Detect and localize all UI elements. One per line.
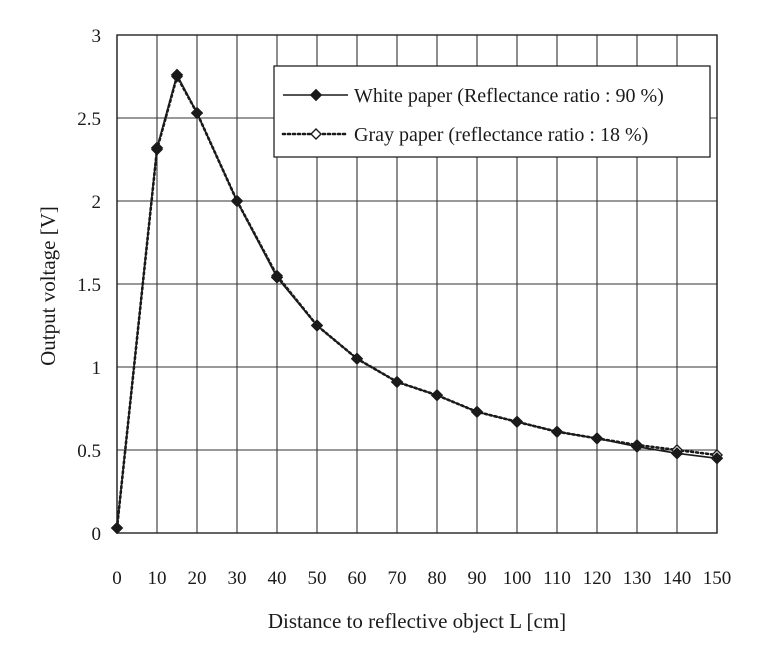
data-point	[110, 521, 124, 535]
data-point	[270, 271, 284, 284]
data-point	[310, 319, 324, 332]
y-tick-label: 2.5	[77, 109, 101, 130]
data-point	[430, 389, 444, 402]
data-point	[710, 452, 724, 465]
legend: White paper (Reflectance ratio : 90 %) Gr…	[273, 65, 711, 158]
series-white-paper	[110, 68, 724, 535]
data-point	[590, 432, 604, 445]
x-tick-label: 60	[348, 568, 367, 589]
x-tick-label: 50	[308, 568, 327, 589]
plot-series	[110, 68, 724, 535]
x-tick-label: 150	[703, 568, 732, 589]
x-axis-title: Distance to reflective object L [cm]	[268, 609, 566, 633]
y-tick-label: 1	[92, 358, 102, 379]
data-point	[390, 375, 404, 389]
y-tick-label: 0	[92, 524, 102, 545]
legend-label: White paper (Reflectance ratio : 90 %)	[354, 85, 664, 107]
x-tick-label: 80	[428, 568, 447, 589]
x-tick-label: 70	[388, 568, 407, 589]
y-tick-label: 0.5	[77, 441, 101, 462]
x-tick-label: 140	[663, 568, 692, 589]
data-point	[630, 440, 644, 453]
data-point	[170, 68, 184, 82]
x-tick-label: 130	[623, 568, 652, 589]
data-point	[550, 425, 564, 438]
legend-marker	[310, 128, 322, 140]
x-tick-label: 20	[188, 568, 207, 589]
legend-box	[273, 65, 711, 158]
x-tick-label: 90	[468, 568, 487, 589]
x-tick-label: 10	[148, 568, 167, 589]
data-point	[510, 415, 524, 428]
legend-marker	[309, 88, 323, 102]
x-tick-label: 40	[268, 568, 287, 589]
data-point	[350, 352, 364, 365]
data-point	[670, 447, 684, 460]
x-tick-label: 110	[543, 568, 571, 589]
legend-label: Gray paper (reflectance ratio : 18 %)	[354, 124, 648, 146]
y-tick-label: 3	[92, 26, 102, 47]
plot-border	[116, 34, 718, 534]
data-point	[470, 405, 484, 419]
x-tick-label: 0	[112, 568, 122, 589]
y-tick-label: 2	[92, 192, 102, 213]
x-axis-ticks: 0 10 20 30 40 50 60 70 80 90 100 110 120 130 140 150	[112, 568, 731, 589]
y-axis-ticks: 0 0.5 1 1.5 2 2.5 3	[77, 26, 101, 545]
data-point	[190, 106, 204, 120]
y-axis-title: Output voltage [V]	[36, 206, 60, 366]
x-tick-label: 120	[583, 568, 612, 589]
data-point	[230, 194, 244, 208]
data-point	[150, 141, 164, 155]
y-tick-label: 1.5	[77, 275, 101, 296]
x-tick-label: 30	[228, 568, 247, 589]
x-tick-label: 100	[503, 568, 532, 589]
